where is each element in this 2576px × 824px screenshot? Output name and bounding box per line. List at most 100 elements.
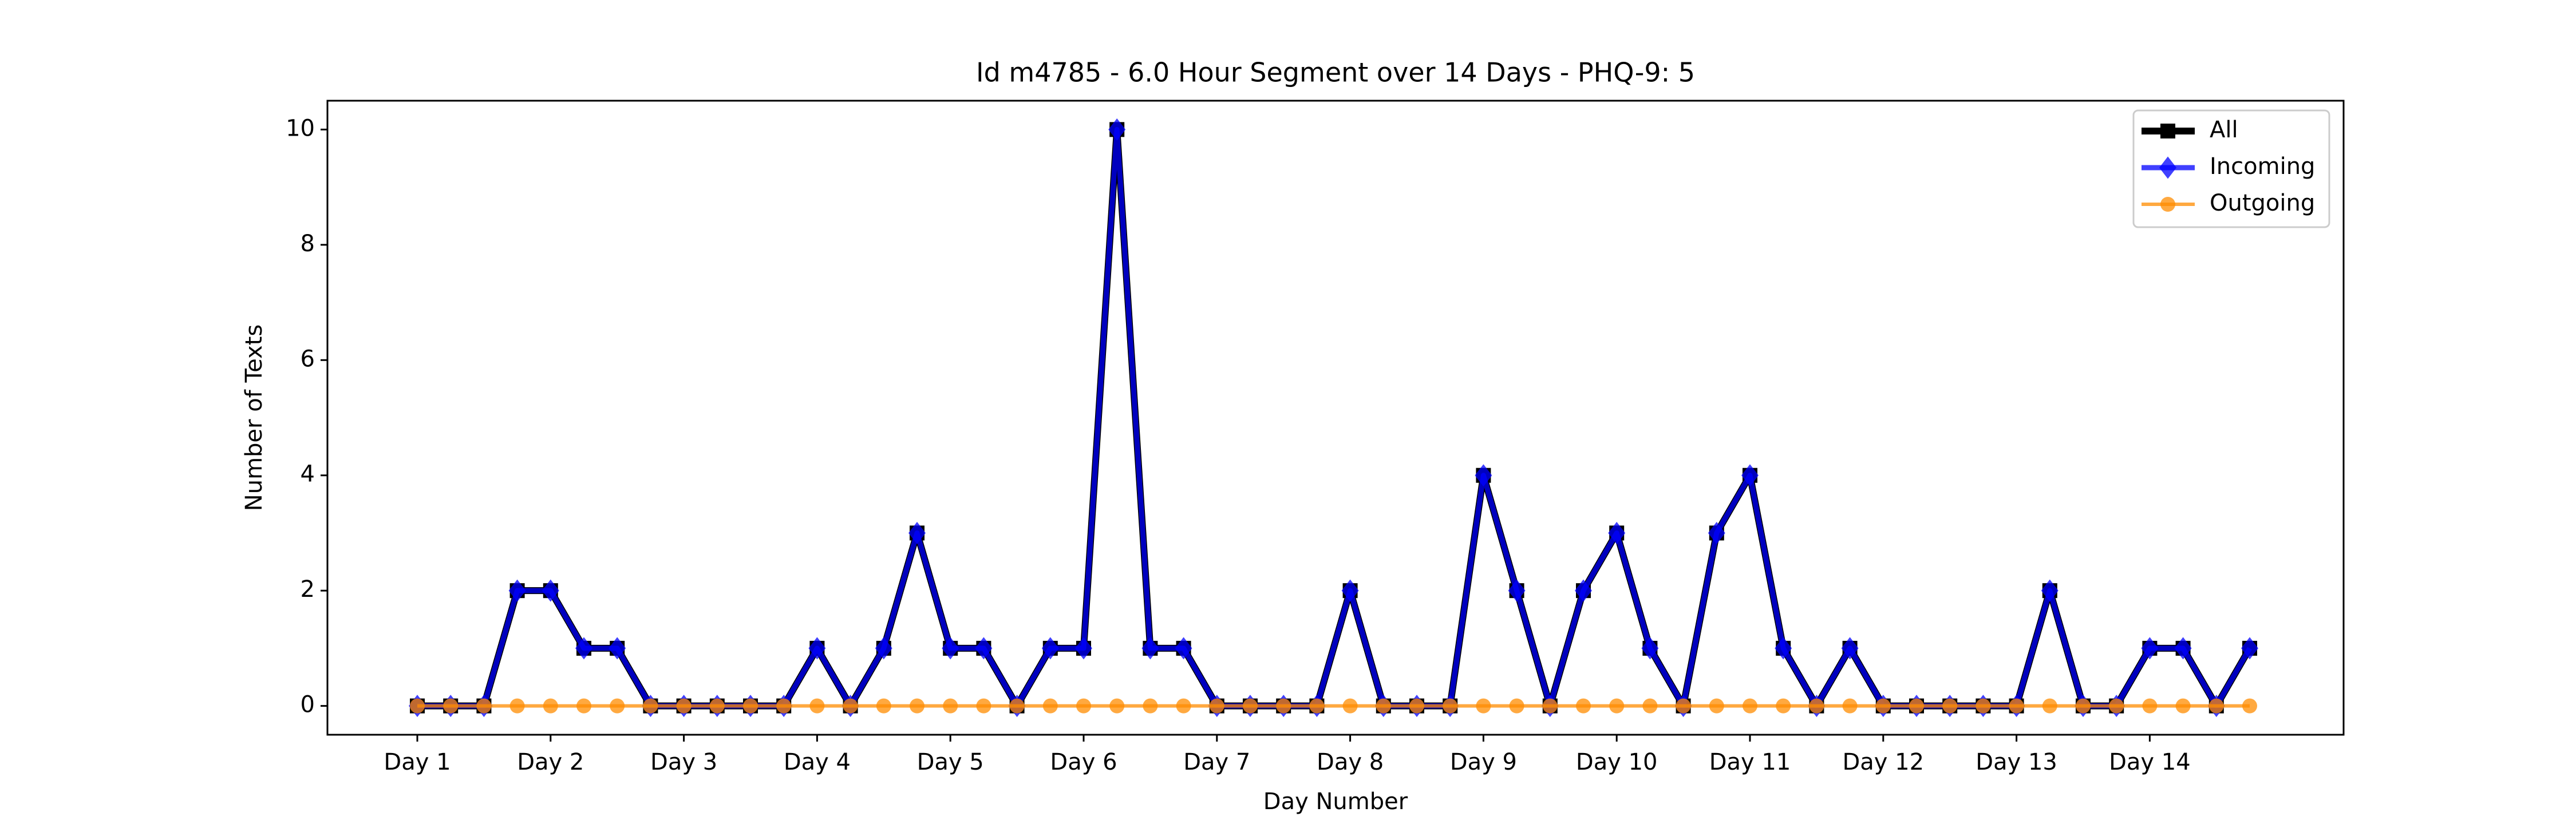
marker xyxy=(943,698,958,714)
x-axis-label: Day Number xyxy=(1263,789,1408,815)
marker xyxy=(1609,698,1625,714)
x-tick-label: Day 6 xyxy=(1050,749,1117,775)
marker xyxy=(709,698,725,714)
marker xyxy=(809,698,825,714)
marker xyxy=(743,698,758,714)
marker xyxy=(2208,698,2224,714)
marker xyxy=(2242,698,2257,714)
marker xyxy=(2159,156,2176,179)
legend: All Incoming Outgoing xyxy=(2132,109,2330,228)
marker xyxy=(776,698,792,714)
marker xyxy=(610,698,625,714)
legend-label: Incoming xyxy=(2210,153,2315,180)
marker xyxy=(509,698,525,714)
marker xyxy=(1075,637,1092,660)
x-tick-label: Day 2 xyxy=(517,749,584,775)
x-tick-label: Day 4 xyxy=(784,749,851,775)
series xyxy=(410,122,2257,714)
line xyxy=(417,126,2253,710)
series xyxy=(410,698,2257,714)
x-tick-label: Day 12 xyxy=(1842,749,1924,775)
marker xyxy=(1942,698,1958,714)
marker xyxy=(1842,698,1858,714)
marker xyxy=(1209,698,1224,714)
marker xyxy=(1775,637,1792,660)
marker xyxy=(1476,698,1491,714)
marker xyxy=(2175,698,2191,714)
marker xyxy=(2241,637,2258,660)
x-tick-label: Day 9 xyxy=(1450,749,1517,775)
marker xyxy=(910,698,924,714)
marker xyxy=(508,579,526,602)
marker xyxy=(2160,197,2175,212)
x-tick-label: Day 14 xyxy=(2109,749,2191,775)
marker xyxy=(1841,637,1859,660)
marker xyxy=(1276,698,1291,714)
marker xyxy=(609,637,626,660)
marker xyxy=(1575,579,1592,602)
marker xyxy=(1641,637,1659,660)
y-tick-label: 6 xyxy=(301,346,315,372)
marker xyxy=(1576,698,1591,714)
x-tick-label: Day 7 xyxy=(1183,749,1250,775)
marker xyxy=(1709,698,1724,714)
x-tick-label: Day 1 xyxy=(384,749,451,775)
marker xyxy=(1143,698,1158,714)
y-tick-label: 2 xyxy=(301,576,315,603)
marker xyxy=(1741,464,1759,487)
marker xyxy=(1642,698,1658,714)
marker xyxy=(1009,698,1025,714)
marker xyxy=(443,698,459,714)
marker xyxy=(1309,698,1325,714)
marker xyxy=(875,637,892,660)
marker xyxy=(643,698,658,714)
marker xyxy=(1676,698,1691,714)
marker xyxy=(1509,698,1524,714)
marker xyxy=(542,579,559,602)
x-tick-label: Day 13 xyxy=(1976,749,2057,775)
x-tick-label: Day 5 xyxy=(917,749,984,775)
marker xyxy=(576,698,591,714)
marker xyxy=(1409,698,1424,714)
marker xyxy=(1776,698,1791,714)
marker xyxy=(1743,698,1757,714)
marker xyxy=(2041,579,2059,602)
legend-label: All xyxy=(2210,117,2238,143)
y-axis-label: Number of Texts xyxy=(241,324,267,511)
marker xyxy=(1108,118,1126,141)
marker xyxy=(1542,698,1558,714)
marker xyxy=(1141,637,1159,660)
y-tick-label: 0 xyxy=(301,692,315,718)
chart-title: Id m4785 - 6.0 Hour Segment over 14 Days… xyxy=(976,57,1695,88)
marker xyxy=(476,698,492,714)
marker xyxy=(1176,698,1191,714)
marker xyxy=(2141,637,2159,660)
series xyxy=(409,118,2258,718)
marker xyxy=(1243,698,1258,714)
marker xyxy=(676,698,692,714)
marker xyxy=(1475,464,1492,487)
marker xyxy=(2109,698,2124,714)
marker xyxy=(543,698,558,714)
x-tick-label: Day 8 xyxy=(1317,749,1384,775)
marker xyxy=(1809,698,1824,714)
marker xyxy=(1443,698,1458,714)
marker xyxy=(2009,698,2024,714)
marker xyxy=(1041,637,1059,660)
legend-label: Outgoing xyxy=(2210,190,2315,216)
marker xyxy=(1608,521,1626,544)
marker xyxy=(908,521,926,544)
marker xyxy=(1909,698,1924,714)
marker xyxy=(2142,698,2158,714)
marker xyxy=(2042,698,2057,714)
marker xyxy=(575,637,592,660)
marker xyxy=(1341,579,1359,602)
marker xyxy=(1109,698,1125,714)
y-tick-label: 8 xyxy=(301,231,315,257)
y-tick-label: 10 xyxy=(286,115,315,141)
marker xyxy=(2076,698,2091,714)
plot-frame xyxy=(326,100,2345,736)
legend-box xyxy=(2132,109,2330,228)
marker xyxy=(1042,698,1058,714)
